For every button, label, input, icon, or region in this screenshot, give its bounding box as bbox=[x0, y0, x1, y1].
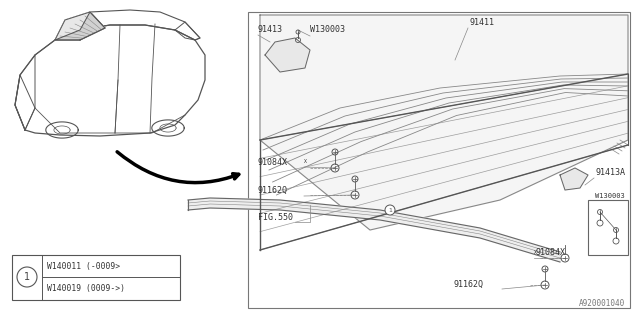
Polygon shape bbox=[188, 198, 560, 262]
Text: 1: 1 bbox=[388, 207, 392, 212]
Text: 91162Q: 91162Q bbox=[258, 186, 288, 195]
Text: 91084X: 91084X bbox=[536, 248, 566, 257]
Bar bbox=[12, 255, 180, 300]
Text: X: X bbox=[304, 159, 307, 164]
Text: 91411: 91411 bbox=[470, 18, 495, 27]
Text: A920001040: A920001040 bbox=[579, 299, 625, 308]
Polygon shape bbox=[265, 38, 310, 72]
Bar bbox=[248, 12, 630, 308]
Bar bbox=[588, 200, 628, 255]
Text: X: X bbox=[534, 250, 537, 255]
Text: 91413A: 91413A bbox=[595, 168, 625, 177]
Text: W140019 (0009->): W140019 (0009->) bbox=[47, 284, 125, 293]
Polygon shape bbox=[55, 12, 105, 40]
Polygon shape bbox=[55, 12, 105, 40]
Text: 91413: 91413 bbox=[258, 25, 283, 34]
Text: FIG.550: FIG.550 bbox=[258, 213, 293, 222]
Polygon shape bbox=[260, 15, 628, 230]
Circle shape bbox=[385, 205, 395, 215]
Text: W140011 (-0009>: W140011 (-0009> bbox=[47, 262, 120, 271]
Text: 1: 1 bbox=[24, 272, 30, 282]
Text: 91084X: 91084X bbox=[258, 158, 288, 167]
Text: W130003: W130003 bbox=[595, 193, 625, 199]
Polygon shape bbox=[560, 168, 588, 190]
Text: 91162Q: 91162Q bbox=[453, 280, 483, 289]
Text: W130003: W130003 bbox=[310, 25, 345, 34]
